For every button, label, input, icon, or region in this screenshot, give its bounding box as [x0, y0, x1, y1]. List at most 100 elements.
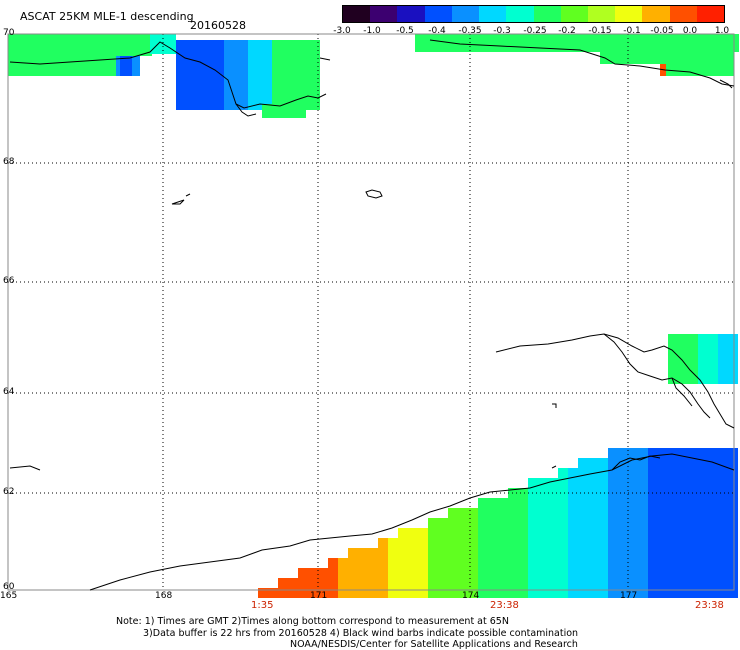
note-line-3: NOAA/NESDIS/Center for Satellite Applica… — [290, 639, 578, 650]
colorbar-label: 0.0 — [682, 26, 698, 36]
swath-cell — [418, 558, 428, 568]
swath-cell — [358, 588, 368, 598]
longitude-label: 174 — [462, 591, 480, 601]
swath-cell — [658, 558, 668, 568]
swath-cell — [478, 518, 488, 528]
swath-cell — [20, 56, 32, 76]
swath-cell — [478, 568, 488, 578]
swath-cell — [688, 518, 698, 528]
swath-cell — [368, 548, 378, 558]
swath-cell — [478, 508, 488, 518]
swath-cell — [508, 528, 518, 538]
colorbar-swatch — [669, 6, 697, 22]
swath-cell — [548, 558, 558, 568]
swath-cell — [388, 588, 398, 598]
swath-cell — [698, 468, 708, 478]
swath-cell — [388, 578, 398, 588]
swath-cell — [538, 488, 548, 498]
swath-cell — [658, 548, 668, 558]
swath-cell — [678, 568, 688, 578]
swath-cell — [618, 488, 628, 498]
swath-cell — [538, 568, 548, 578]
swath-cell — [578, 508, 588, 518]
swath-cell — [388, 538, 398, 548]
latitude-label: 70 — [3, 28, 15, 38]
swath-cell — [408, 548, 418, 558]
swath-cell — [318, 578, 328, 588]
colorbar-label: -0.15 — [588, 26, 612, 36]
swath-cell — [703, 34, 715, 52]
swath-cell — [120, 56, 132, 76]
swath-cell — [698, 548, 708, 558]
swath-cell — [463, 34, 475, 52]
swath-cell — [691, 34, 703, 52]
swath-cell — [668, 548, 678, 558]
swath-cell — [468, 518, 478, 528]
swath-cell — [318, 568, 328, 578]
swath-cell — [648, 568, 658, 578]
swath-cell — [358, 548, 368, 558]
swath-cell — [448, 588, 458, 598]
swath-cell — [438, 568, 448, 578]
swath-cell — [718, 518, 728, 528]
swath-cell — [588, 578, 598, 588]
swath-cell — [468, 508, 478, 518]
swath-cell — [427, 34, 439, 52]
swath-cell — [678, 448, 688, 458]
swath-cell — [698, 354, 708, 364]
swath-cell — [68, 56, 80, 76]
swath-cell — [298, 568, 308, 578]
swath-cell — [688, 508, 698, 518]
swath-cell — [698, 568, 708, 578]
swath-cell — [568, 468, 578, 478]
swath-cell — [308, 588, 318, 598]
colorbar-swatch — [587, 6, 616, 22]
swath-cell — [678, 354, 688, 364]
swath-cell — [468, 528, 478, 538]
swath-cell — [478, 498, 488, 508]
latitude-label: 68 — [3, 157, 15, 167]
latitude-label: 60 — [3, 582, 15, 592]
swath-cell — [368, 558, 378, 568]
swath-cell — [523, 34, 535, 52]
swath-cell — [475, 34, 487, 52]
swath-cell — [92, 34, 104, 56]
swath-cell — [708, 528, 718, 538]
swath-cell — [588, 518, 598, 528]
swath-cell — [438, 518, 448, 528]
swath-cell — [518, 568, 528, 578]
colorbar-label: -0.35 — [458, 26, 482, 36]
swath-cell — [548, 498, 558, 508]
swath-cell — [338, 578, 348, 588]
swath-cell — [628, 578, 638, 588]
swath-cell — [728, 334, 738, 344]
swath-cell — [478, 578, 488, 588]
map-date: 20160528 — [190, 19, 246, 32]
swath-cell — [718, 588, 728, 598]
swath-cell — [698, 498, 708, 508]
swath-cell — [548, 518, 558, 528]
swath-cell — [688, 548, 698, 558]
swath-cell — [718, 558, 728, 568]
swath-cell — [508, 538, 518, 548]
swath-cell — [328, 578, 338, 588]
swath-cell — [668, 578, 678, 588]
swath-cell — [20, 34, 32, 56]
swath-cell — [398, 558, 408, 568]
swath-cell — [638, 448, 648, 458]
swath-cell — [678, 518, 688, 528]
swath-cell — [528, 478, 538, 488]
swath-cell — [708, 588, 718, 598]
swath-cell — [628, 508, 638, 518]
swath-cell — [698, 538, 708, 548]
swath-cell — [598, 468, 608, 478]
swath-cell — [658, 588, 668, 598]
swath-cell — [598, 478, 608, 488]
swath-cell — [538, 548, 548, 558]
swath-cell — [660, 64, 734, 76]
swath-cell — [224, 40, 236, 110]
swath-cell — [548, 528, 558, 538]
colorbar-label: -0.2 — [558, 26, 576, 36]
swath-cell — [568, 568, 578, 578]
swath-cell — [708, 498, 718, 508]
